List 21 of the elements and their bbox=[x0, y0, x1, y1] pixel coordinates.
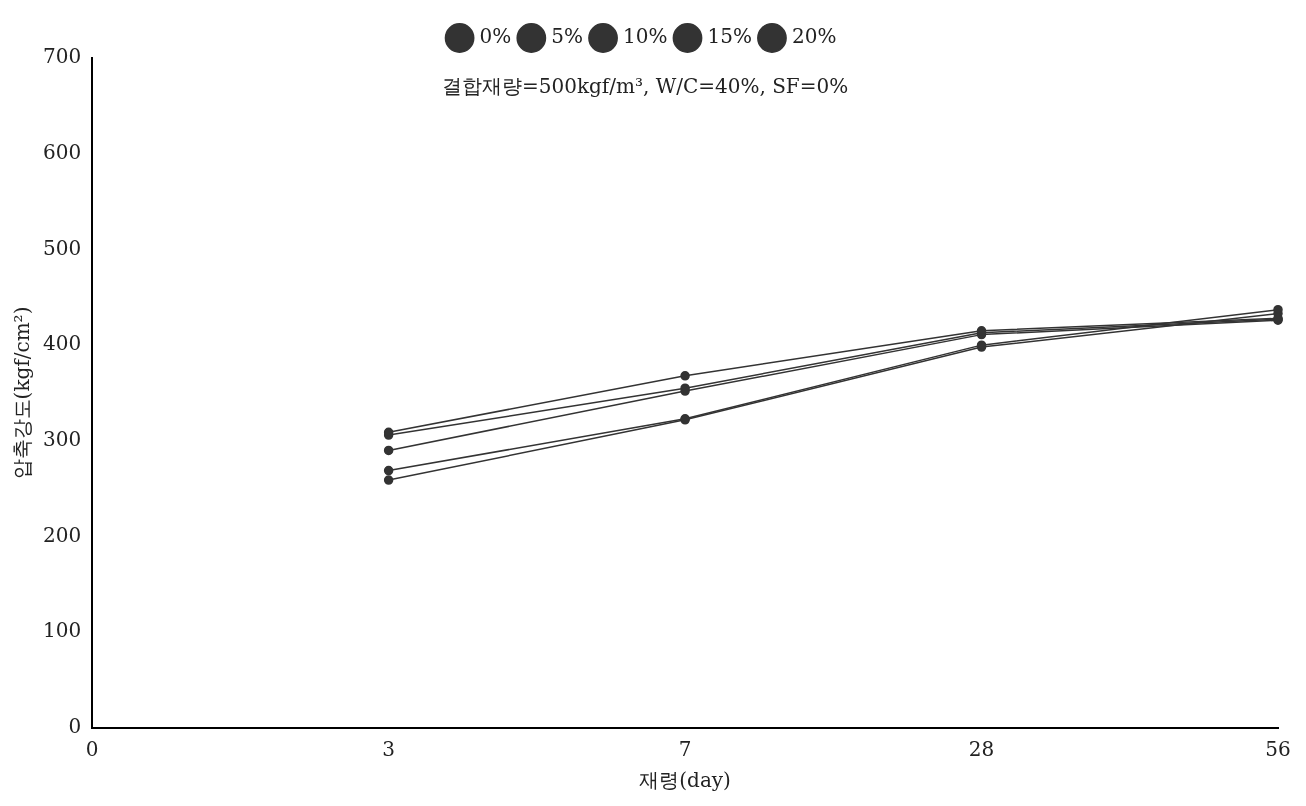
x-tick-label: 3 bbox=[382, 737, 395, 762]
y-axis-title: 압축강도(kgf/cm²) bbox=[10, 306, 35, 480]
y-tick-label: 100 bbox=[42, 618, 82, 643]
x-tick-label: 28 bbox=[968, 737, 995, 762]
annotation: 결합재량=500kgf/m³, W/C=40%, SF=0% bbox=[441, 74, 849, 99]
legend-label: 15% bbox=[707, 24, 752, 49]
legend-label: 10% bbox=[623, 24, 668, 49]
y-tick-label: 300 bbox=[42, 427, 82, 452]
x-tick-label: 0 bbox=[85, 737, 99, 762]
x-tick-label: 56 bbox=[1265, 737, 1291, 762]
x-axis-title: 재령(day) bbox=[639, 768, 731, 793]
legend-label: 0% bbox=[479, 24, 512, 49]
y-tick-label: 400 bbox=[42, 331, 82, 356]
y-tick-label: 200 bbox=[42, 522, 82, 547]
y-tick-label: 600 bbox=[42, 139, 82, 164]
y-tick-label: 500 bbox=[42, 235, 82, 260]
legend-label: 20% bbox=[791, 24, 837, 49]
x-tick-label: 7 bbox=[678, 737, 692, 762]
y-tick-label: 0 bbox=[68, 714, 82, 739]
y-tick-label: 700 bbox=[42, 44, 82, 69]
legend-label: 5% bbox=[551, 24, 584, 49]
